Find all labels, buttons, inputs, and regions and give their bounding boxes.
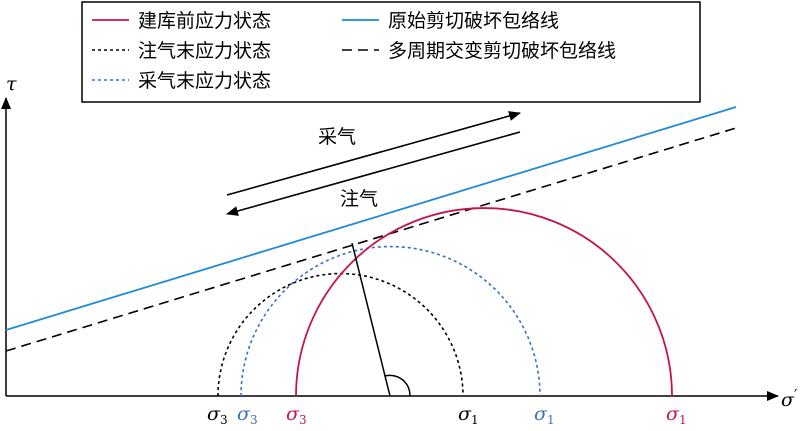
legend-box — [81, 1, 701, 103]
legend-label-original-envelope: 原始剪切破坏包络线 — [388, 10, 559, 32]
axes: τ σ′ — [0, 73, 798, 411]
production-sigma1-label: σ1 — [534, 403, 555, 427]
pre-storage-stress-circle — [295, 207, 673, 397]
legend-label-production-end: 采气末应力状态 — [138, 70, 271, 92]
failure-envelopes — [5, 106, 737, 352]
legend: 建库前应力状态 原始剪切破坏包络线 注气末应力状态 多周期交变剪切破坏包络线 采… — [81, 1, 701, 103]
mohr-circles — [217, 207, 673, 397]
production-label: 采气 — [318, 126, 356, 148]
pre-storage-sigma3-label: σ3 — [286, 403, 307, 427]
tau-axis-label: τ — [6, 73, 17, 95]
stress-labels: σ3 σ3 σ3 σ1 σ1 σ1 — [207, 403, 687, 427]
legend-label-cyclic-envelope: 多周期交变剪切破坏包络线 — [388, 40, 616, 62]
injection-label: 注气 — [340, 188, 378, 210]
injection-sigma3-label: σ3 — [207, 403, 228, 427]
pre-storage-sigma1-label: σ1 — [666, 403, 687, 427]
injection-arrow — [226, 131, 521, 216]
sigma-axis-prime: ′ — [794, 386, 798, 404]
production-arrow — [226, 111, 521, 196]
injection-sigma1-label: σ1 — [458, 403, 479, 427]
radius-line — [351, 242, 391, 397]
direction-arrows: 采气 注气 — [226, 111, 521, 216]
angle-arc — [384, 374, 411, 397]
sigma-axis-label: σ′ — [781, 386, 798, 411]
production-sigma3-label: σ3 — [237, 403, 258, 427]
original-shear-failure-envelope — [5, 106, 737, 331]
production-end-stress-circle — [240, 245, 541, 397]
failure-plane-construction — [351, 242, 411, 397]
sigma-axis-symbol: σ — [781, 389, 795, 411]
legend-label-injection-end: 注气末应力状态 — [138, 40, 271, 62]
legend-label-pre-storage: 建库前应力状态 — [138, 10, 271, 32]
injection-end-stress-circle — [217, 272, 464, 397]
